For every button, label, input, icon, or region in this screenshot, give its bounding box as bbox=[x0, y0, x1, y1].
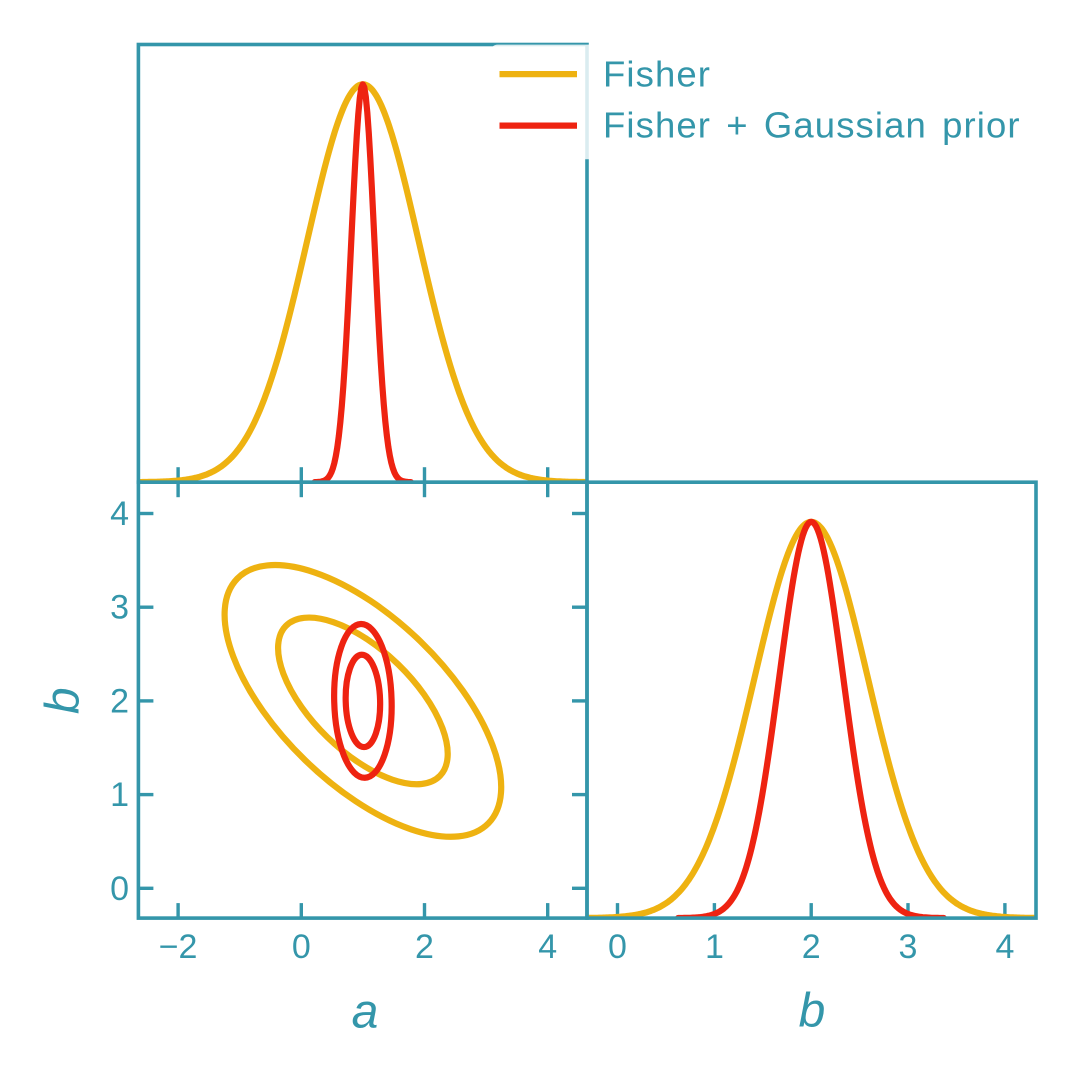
svg-text:Fisher: Fisher bbox=[603, 53, 711, 94]
svg-text:b: b bbox=[799, 985, 826, 1038]
svg-text:2: 2 bbox=[110, 682, 129, 720]
svg-text:4: 4 bbox=[110, 495, 129, 533]
svg-text:−2: −2 bbox=[159, 928, 198, 966]
svg-text:3: 3 bbox=[899, 928, 918, 966]
svg-text:3: 3 bbox=[110, 589, 129, 627]
svg-text:b: b bbox=[36, 687, 89, 714]
svg-text:1: 1 bbox=[110, 776, 129, 814]
svg-text:2: 2 bbox=[802, 928, 821, 966]
svg-text:0: 0 bbox=[608, 928, 627, 966]
svg-text:4: 4 bbox=[995, 928, 1014, 966]
svg-text:0: 0 bbox=[292, 928, 311, 966]
svg-text:2: 2 bbox=[415, 928, 434, 966]
svg-text:1: 1 bbox=[705, 928, 724, 966]
svg-text:Fisher + Gaussian prior: Fisher + Gaussian prior bbox=[603, 105, 1021, 146]
svg-text:4: 4 bbox=[538, 928, 557, 966]
svg-text:a: a bbox=[352, 986, 379, 1039]
svg-text:0: 0 bbox=[110, 870, 129, 908]
